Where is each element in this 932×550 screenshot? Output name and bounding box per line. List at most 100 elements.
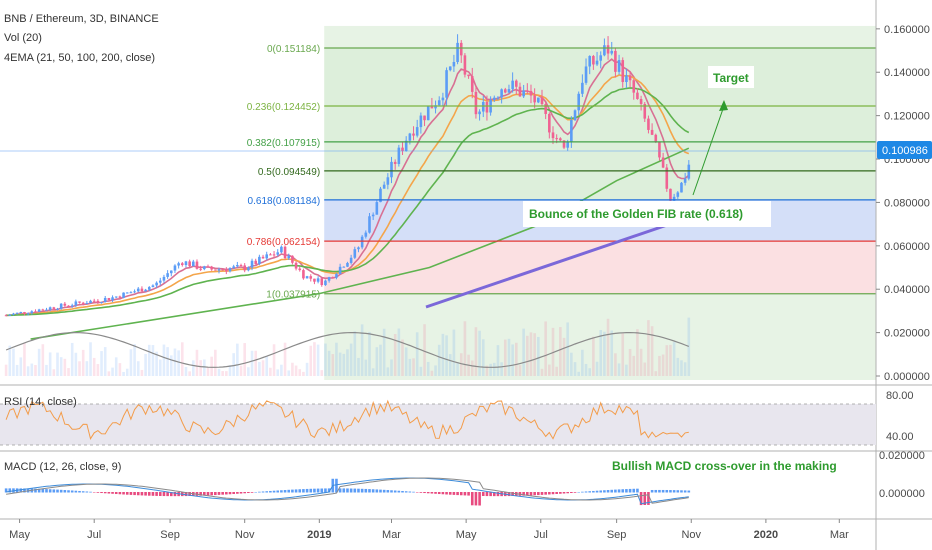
candle-body[interactable] xyxy=(313,278,316,282)
candle-body[interactable] xyxy=(59,303,63,309)
candle-body[interactable] xyxy=(529,90,533,96)
candle-body[interactable] xyxy=(67,305,70,307)
candle-body[interactable] xyxy=(551,132,555,139)
candle-body[interactable] xyxy=(144,289,147,292)
fib-levels[interactable]: 0(0.151184) 0.236(0.124452) 0.382(0.107915… xyxy=(247,44,876,301)
candle-body[interactable] xyxy=(199,268,202,270)
candle-body[interactable] xyxy=(180,263,184,266)
candle-body[interactable] xyxy=(430,106,434,109)
candle-body[interactable] xyxy=(302,270,305,279)
support-trendline[interactable] xyxy=(425,220,677,309)
target-annotation[interactable]: Target xyxy=(713,71,749,85)
candle-body[interactable] xyxy=(595,60,599,65)
candle-body[interactable] xyxy=(338,266,342,274)
candle-body[interactable] xyxy=(401,147,404,152)
candle-body[interactable] xyxy=(669,188,672,201)
candle-body[interactable] xyxy=(243,265,246,271)
candle-body[interactable] xyxy=(320,278,324,286)
candle-body[interactable] xyxy=(423,115,426,121)
candle-body[interactable] xyxy=(481,101,485,112)
candle-body[interactable] xyxy=(30,311,34,314)
candle-body[interactable] xyxy=(459,42,463,56)
candle-body[interactable] xyxy=(357,247,360,250)
macd-indicator-label[interactable]: MACD (12, 26, close, 9) xyxy=(4,461,121,473)
candle-body[interactable] xyxy=(103,298,107,303)
candle-body[interactable] xyxy=(85,303,89,305)
candle-body[interactable] xyxy=(518,86,522,97)
candle-body[interactable] xyxy=(125,292,129,294)
candle-body[interactable] xyxy=(540,97,544,105)
candle-body[interactable] xyxy=(217,269,221,271)
candle-body[interactable] xyxy=(606,45,610,54)
candle-body[interactable] xyxy=(26,313,30,315)
candle-body[interactable] xyxy=(415,127,419,136)
candle-body[interactable] xyxy=(500,89,503,98)
candle-body[interactable] xyxy=(621,60,625,83)
candle-body[interactable] xyxy=(559,138,562,141)
candle-body[interactable] xyxy=(437,100,441,106)
rsi-indicator-label[interactable]: RSI (14, close) xyxy=(4,396,77,408)
candle-body[interactable] xyxy=(573,110,577,121)
candle-body[interactable] xyxy=(331,277,335,279)
candle-body[interactable] xyxy=(173,265,177,271)
candle-body[interactable] xyxy=(272,254,276,256)
candle-body[interactable] xyxy=(375,202,379,215)
candle-body[interactable] xyxy=(448,66,452,71)
candle-body[interactable] xyxy=(261,256,265,259)
candle-body[interactable] xyxy=(643,103,647,119)
candle-body[interactable] xyxy=(276,252,280,255)
candle-body[interactable] xyxy=(577,93,580,111)
candle-body[interactable] xyxy=(349,257,353,263)
candle-body[interactable] xyxy=(250,260,254,268)
candle-body[interactable] xyxy=(548,113,551,133)
candle-body[interactable] xyxy=(239,265,243,267)
candle-body[interactable] xyxy=(155,282,158,286)
candle-body[interactable] xyxy=(298,268,302,271)
candle-body[interactable] xyxy=(492,97,496,100)
candle-body[interactable] xyxy=(269,254,272,256)
candle-body[interactable] xyxy=(683,178,687,183)
candle-body[interactable] xyxy=(283,246,287,259)
candle-body[interactable] xyxy=(485,101,489,113)
candle-body[interactable] xyxy=(287,255,291,259)
candle-body[interactable] xyxy=(210,266,213,270)
candle-body[interactable] xyxy=(136,288,140,292)
candle-body[interactable] xyxy=(368,216,371,233)
candle-body[interactable] xyxy=(503,89,507,93)
candle-body[interactable] xyxy=(166,273,169,277)
candle-body[interactable] xyxy=(592,56,595,65)
candle-body[interactable] xyxy=(628,75,632,81)
candle-body[interactable] xyxy=(37,309,41,312)
candle-body[interactable] xyxy=(445,70,448,98)
candle-body[interactable] xyxy=(100,302,103,304)
candle-body[interactable] xyxy=(379,188,382,203)
candle-body[interactable] xyxy=(305,276,309,279)
candle-body[interactable] xyxy=(470,76,474,92)
candle-body[interactable] xyxy=(393,161,397,164)
candle-body[interactable] xyxy=(192,261,195,267)
candle-body[interactable] xyxy=(324,280,327,286)
candle-body[interactable] xyxy=(390,161,393,178)
candle-body[interactable] xyxy=(386,177,390,185)
price-axis[interactable]: 0.1600000.1400000.1200000.1000000.080000… xyxy=(876,24,930,383)
candle-body[interactable] xyxy=(265,254,269,259)
candle-body[interactable] xyxy=(81,302,85,304)
candle-body[interactable] xyxy=(680,182,683,193)
candle-body[interactable] xyxy=(188,261,191,267)
ema-200-line[interactable] xyxy=(30,147,690,340)
candle-body[interactable] xyxy=(537,97,540,103)
candle-body[interactable] xyxy=(258,256,261,265)
candle-body[interactable] xyxy=(291,255,294,263)
rsi-line[interactable] xyxy=(5,399,689,440)
candle-body[interactable] xyxy=(478,111,481,115)
candle-body[interactable] xyxy=(353,249,357,258)
candles[interactable] xyxy=(4,34,691,317)
candle-body[interactable] xyxy=(214,269,217,271)
candle-body[interactable] xyxy=(566,142,569,148)
candle-body[interactable] xyxy=(133,291,136,293)
candle-body[interactable] xyxy=(610,50,614,54)
candle-body[interactable] xyxy=(195,261,199,269)
candle-body[interactable] xyxy=(360,236,364,248)
candle-body[interactable] xyxy=(203,266,206,270)
candle-body[interactable] xyxy=(397,147,401,164)
